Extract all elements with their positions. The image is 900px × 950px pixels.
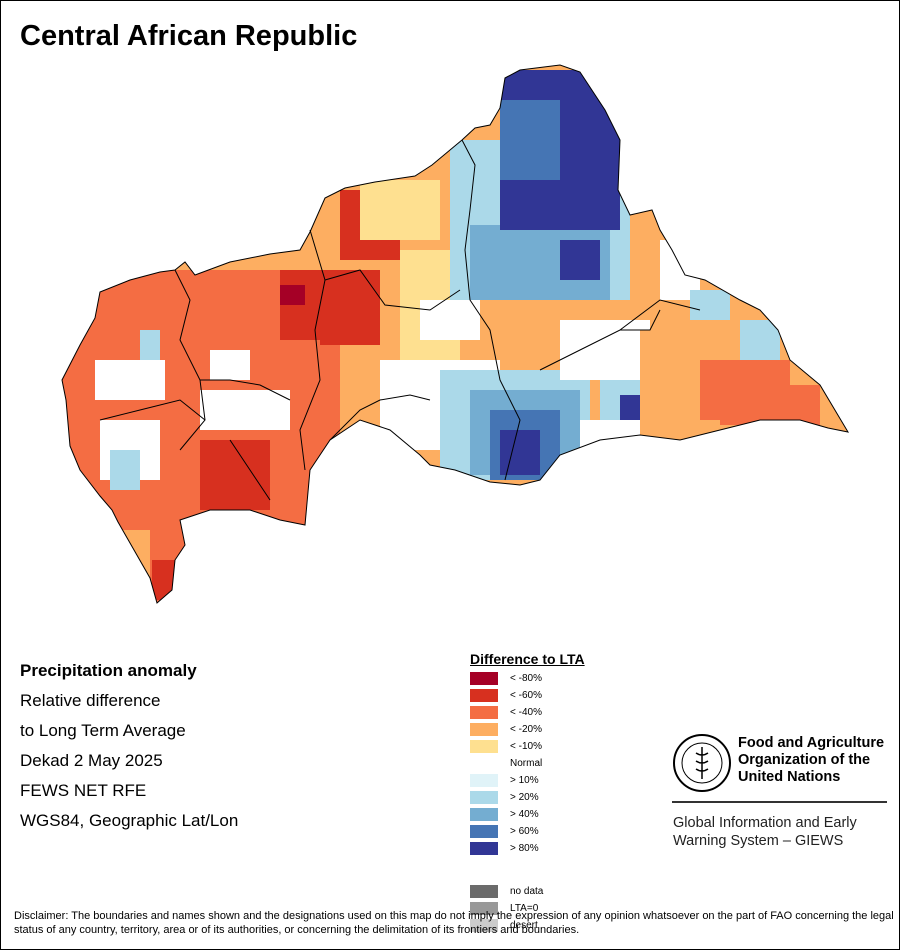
fao-name-line: United Nations: [738, 769, 841, 785]
giews-line: Warning System – GIEWS: [673, 833, 844, 849]
legend-item: desert: [470, 918, 538, 932]
divider: [672, 801, 887, 803]
legend-item: > 40%: [470, 807, 539, 821]
country-border: [61, 64, 850, 604]
legend-label: > 20%: [510, 791, 539, 803]
legend-item: < -40%: [470, 705, 542, 719]
legend-item: LTA=0: [470, 901, 538, 915]
legend-label: > 60%: [510, 825, 539, 837]
legend-swatch: [470, 671, 498, 685]
disclaimer: Disclaimer: The boundaries and names sho…: [14, 910, 894, 936]
fao-name: Food and Agriculture Organization of the…: [738, 735, 884, 786]
legend-item: < -60%: [470, 688, 542, 702]
giews-name: Global Information and Early Warning Sys…: [673, 814, 857, 850]
fao-name-line: Food and Agriculture: [738, 735, 885, 751]
legend-swatch: [470, 757, 498, 770]
legend-item: < -10%: [470, 739, 542, 753]
legend-item: no data: [470, 884, 543, 898]
info-line: Relative difference: [20, 691, 161, 710]
legend-item: > 10%: [470, 773, 539, 787]
legend-swatch: [470, 739, 498, 753]
legend-label: no data: [510, 885, 544, 897]
legend-swatch: [470, 884, 498, 898]
legend-label: < -60%: [510, 689, 542, 701]
info-line: FEWS NET RFE: [20, 781, 147, 800]
map-info: Precipitation anomaly Relative differenc…: [20, 656, 238, 836]
legend-swatch: [470, 901, 498, 915]
anomaly-map: [61, 64, 850, 604]
legend-label: < -80%: [510, 672, 542, 684]
legend-item: < -20%: [470, 722, 542, 736]
legend-label: > 10%: [510, 774, 539, 786]
fao-name-line: Organization of the: [738, 752, 871, 768]
legend-label: < -40%: [510, 706, 542, 718]
legend-item: > 60%: [470, 824, 539, 838]
legend-label: > 40%: [510, 808, 539, 820]
legend-label: < -20%: [510, 723, 542, 735]
legend-label: < -10%: [510, 740, 542, 752]
legend-swatch: [470, 824, 498, 838]
legend: Difference to LTA < -80% < -60% < -40% < -2…: [470, 651, 585, 932]
giews-line: Global Information and Early: [673, 815, 857, 831]
legend-swatch: [470, 807, 498, 821]
legend-item: < -80%: [470, 671, 542, 685]
legend-label: LTA=0: [510, 902, 539, 914]
legend-item: Normal: [470, 756, 542, 770]
legend-swatch: [470, 722, 498, 736]
info-line: Dekad 2 May 2025: [20, 751, 163, 770]
legend-item: > 20%: [470, 790, 539, 804]
legend-swatch: [470, 841, 498, 855]
info-heading: Precipitation anomaly: [20, 661, 197, 680]
legend-swatch: [470, 688, 498, 702]
admin-boundaries: [99, 139, 701, 501]
legend-swatch: [470, 705, 498, 719]
info-line: WGS84, Geographic Lat/Lon: [20, 811, 239, 830]
info-line: to Long Term Average: [20, 721, 186, 740]
legend-swatch: [470, 918, 498, 932]
legend-label: > 80%: [510, 842, 539, 854]
legend-item: > 80%: [470, 841, 539, 855]
legend-swatch: [470, 773, 498, 787]
legend-label: Normal: [510, 757, 543, 769]
legend-label: desert: [510, 919, 538, 931]
fao-logo-icon: [673, 734, 731, 792]
legend-title: Difference to LTA: [470, 651, 585, 667]
legend-swatch: [470, 790, 498, 804]
map-title: Central African Republic: [20, 20, 358, 52]
anomaly-raster: [62, 65, 848, 603]
